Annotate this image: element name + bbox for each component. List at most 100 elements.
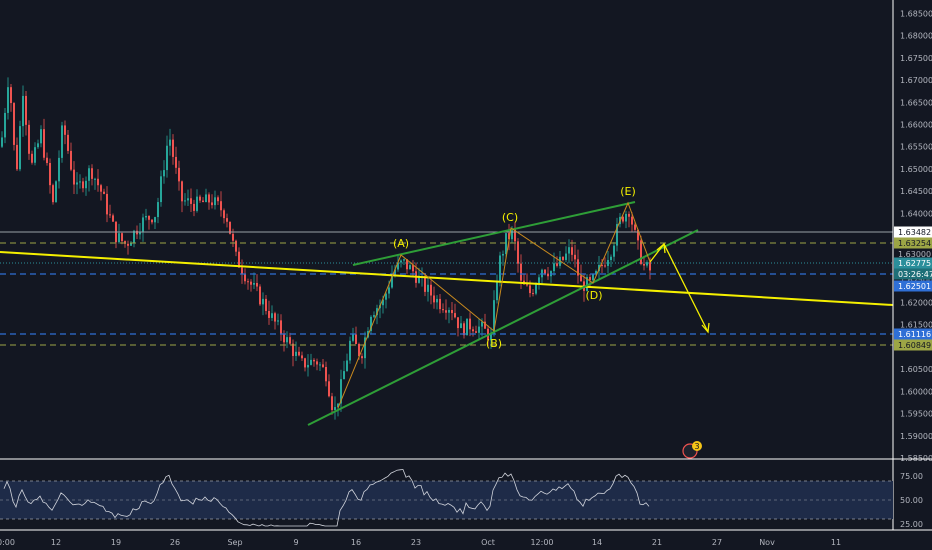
time-label-1: 12	[51, 538, 61, 547]
candle-body	[388, 287, 390, 294]
time-label-3: 26	[170, 538, 180, 547]
candle-body	[361, 356, 363, 359]
candle-body	[535, 284, 537, 294]
candle-body	[640, 240, 642, 264]
candle-body	[226, 218, 228, 222]
candlestick-series	[1, 77, 651, 420]
candle-body	[208, 194, 210, 203]
time-label-14: 11	[831, 538, 841, 547]
candle-body	[634, 224, 636, 230]
candle-body	[418, 276, 420, 283]
candle-body	[298, 351, 300, 356]
candle-body	[622, 216, 624, 222]
candle-body	[268, 310, 270, 318]
candle-body	[580, 275, 582, 282]
candle-body	[610, 256, 612, 261]
candle-body	[76, 182, 78, 185]
candle-body	[607, 260, 609, 266]
candle-body	[88, 168, 90, 181]
price-label: 1.60000	[900, 387, 932, 396]
candle-body	[493, 300, 495, 334]
candle-body	[133, 230, 135, 243]
candle-body	[85, 180, 87, 189]
projection-arrowhead-down	[701, 322, 710, 334]
candle-body	[445, 310, 447, 313]
candle-body	[94, 178, 96, 180]
candle-body	[616, 224, 618, 246]
candle-body	[34, 147, 36, 163]
candle-body	[250, 281, 252, 285]
candle-body	[589, 277, 591, 281]
price-label: 1.64500	[900, 187, 932, 196]
wave-label-b[interactable]: (B)	[486, 337, 502, 350]
price-badge-bg	[894, 339, 932, 351]
candle-body	[448, 309, 450, 313]
candle-body	[316, 361, 318, 365]
candle-body	[355, 334, 357, 345]
candle-body	[427, 284, 429, 292]
candle-body	[511, 228, 513, 240]
candle-body	[169, 139, 171, 146]
indicator-badge[interactable]: 3	[682, 441, 702, 459]
candle-body	[214, 197, 216, 206]
candle-body	[175, 156, 177, 168]
price-label: 1.65000	[900, 165, 932, 174]
candle-body	[358, 344, 360, 357]
yellow-trendline[interactable]	[0, 251, 894, 306]
candle-body	[70, 150, 72, 170]
rsi-label-75: 75.00	[900, 472, 923, 481]
price-label: 1.67500	[900, 54, 932, 63]
candle-body	[649, 262, 651, 271]
candle-body	[58, 157, 60, 182]
wave-path[interactable]	[337, 201, 651, 409]
time-label-12: 27	[712, 538, 722, 547]
candle-body	[625, 213, 627, 222]
rsi-pane[interactable]: 75.00 50.00 25.00	[0, 458, 932, 529]
candle-body	[196, 196, 198, 211]
candle-body	[613, 245, 615, 257]
candle-body	[151, 219, 153, 223]
channel-upper-line[interactable]	[352, 201, 636, 266]
candle-body	[322, 364, 324, 368]
candle-body	[193, 203, 195, 211]
candle-body	[571, 247, 573, 255]
candle-body	[391, 274, 393, 288]
wave-label-a[interactable]: (A)	[393, 237, 409, 250]
projection-arrowhead-up	[656, 242, 666, 254]
candle-body	[91, 168, 93, 179]
candle-body	[409, 265, 411, 270]
wave-label-d[interactable]: (D)	[585, 289, 602, 302]
price-badge: 1.63482	[898, 228, 931, 237]
candle-body	[202, 200, 204, 203]
candle-body	[547, 273, 549, 277]
price-label: 1.59500	[900, 410, 932, 419]
channel-lower-line[interactable]	[307, 229, 699, 426]
candle-body	[127, 243, 129, 246]
candle-body	[376, 308, 378, 316]
chart-drawings[interactable]: (A) (B) (C) (D) (E)	[0, 185, 894, 426]
wave-label-e[interactable]: (E)	[620, 185, 636, 198]
candle-body	[637, 229, 639, 241]
price-label: 1.65500	[900, 143, 932, 152]
price-badge-bg	[894, 257, 932, 269]
candle-body	[577, 259, 579, 276]
time-label-10: 14	[592, 538, 602, 547]
candle-body	[514, 228, 516, 242]
candle-body	[16, 144, 18, 170]
wave-label-c[interactable]: (C)	[502, 211, 518, 224]
candle-body	[490, 333, 492, 341]
candle-body	[484, 321, 486, 329]
candle-body	[508, 233, 510, 240]
candle-body	[532, 293, 534, 295]
candle-body	[142, 217, 144, 232]
candle-body	[163, 170, 165, 177]
candle-body	[289, 337, 291, 344]
price-axis[interactable]: 1.68500 1.68000 1.67500 1.67000 1.66500 1.660…	[892, 0, 932, 530]
price-badge: 1.60849	[898, 341, 931, 350]
time-axis[interactable]: 0:00 12 19 26 Sep 9 16 23 Oct 12:00 14 2…	[0, 529, 932, 547]
candle-body	[496, 282, 498, 301]
candle-body	[118, 233, 120, 243]
